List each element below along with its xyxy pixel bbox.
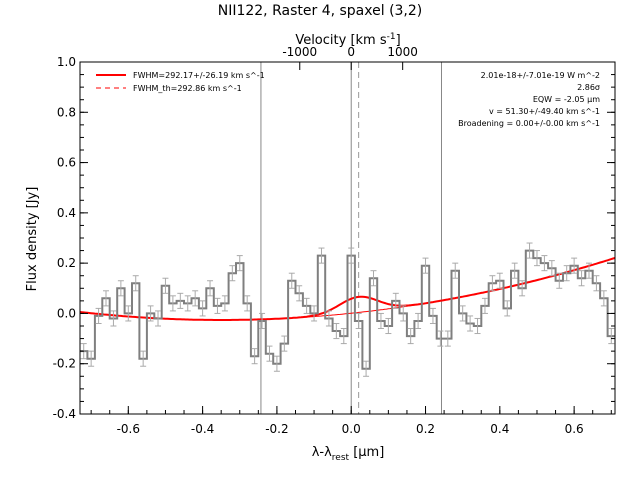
annotation-text: Broadening = 0.00+/-0.00 km s^-1	[458, 119, 600, 128]
y-tick-label: 0.8	[57, 105, 76, 119]
annotation-text: EQW = -2.05 μm	[533, 95, 600, 104]
annotation-text: 2.86σ	[577, 83, 600, 92]
y-tick-label: 1.0	[57, 55, 76, 69]
y-axis-label: Flux density [Jy]	[25, 187, 40, 292]
reference-lines	[260, 62, 442, 414]
y-tick-label: 0.0	[57, 306, 76, 320]
legend: FWHM=292.17+/-26.19 km s^-1 FWHM_th=292.8…	[96, 71, 265, 93]
chart-title: NII122, Raster 4, spaxel (3,2)	[218, 3, 423, 19]
top-axis-label: Velocity [km s-1]	[295, 32, 400, 48]
x-tick-label: -0.4	[191, 422, 214, 436]
top-tick-label: -1000	[282, 45, 317, 59]
spectrum-step-line	[80, 249, 615, 370]
y-tick-label: 0.4	[57, 206, 76, 220]
x-axis-label: λ-λrest [μm]	[312, 445, 385, 463]
x-tick-label: -0.6	[117, 422, 140, 436]
annotation-text: 2.01e-18+/-7.01e-19 W m^-2	[481, 71, 600, 80]
annotation-text: v = 51.30+/-49.40 km s^-1	[489, 107, 600, 116]
spectrum-data	[80, 242, 615, 377]
y-tick-label: -0.2	[53, 357, 76, 371]
x-tick-label: 0.2	[416, 422, 435, 436]
y-tick-label: -0.4	[53, 407, 76, 421]
legend-label: FWHM=292.17+/-26.19 km s^-1	[133, 71, 265, 80]
x-tick-label: 0.4	[490, 422, 509, 436]
x-tick-label: 0.6	[565, 422, 584, 436]
x-tick-label: -0.2	[265, 422, 288, 436]
axes: -0.6 -0.4 -0.2 0.0 0.2 0.4 0.6 -0.4 -0.2 0.0 0.2 0.…	[53, 45, 616, 436]
legend-label: FWHM_th=292.86 km s^-1	[133, 84, 242, 93]
y-tick-label: 0.2	[57, 256, 76, 270]
annotations: 2.01e-18+/-7.01e-19 W m^-2 2.86σ EQW = -2.…	[458, 71, 600, 128]
x-tick-label: 0.0	[342, 422, 361, 436]
top-tick-label: 0	[347, 45, 355, 59]
top-tick-label: 1000	[387, 45, 418, 59]
y-tick-label: 0.6	[57, 156, 76, 170]
